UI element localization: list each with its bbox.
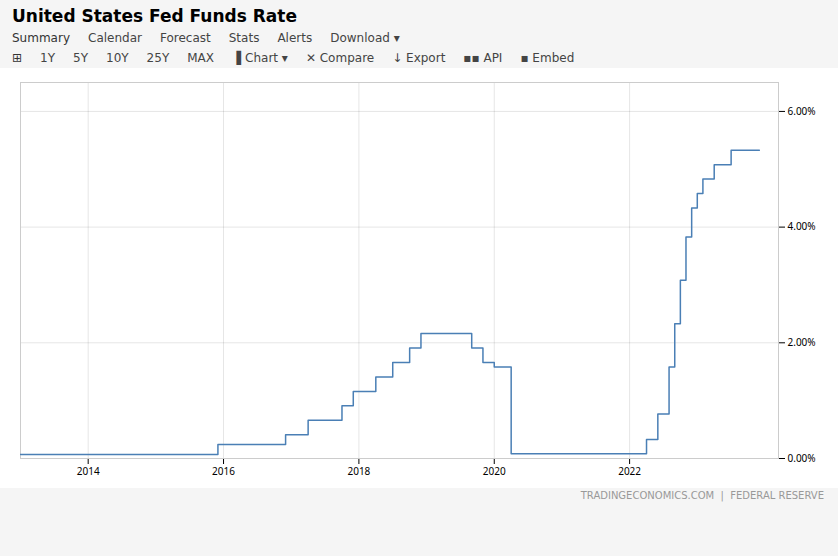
html-text:MAX: MAX (187, 51, 214, 65)
html-text:▪ Embed: ▪ Embed (520, 51, 575, 65)
html-text:Download ▾: Download ▾ (330, 31, 400, 45)
html-text:✕ Compare: ✕ Compare (305, 51, 375, 65)
svg-text:6.00%: 6.00% (788, 104, 816, 118)
svg-text:2014: 2014 (77, 464, 100, 478)
html-text:1Y: 1Y (40, 51, 55, 65)
svg-text:2020: 2020 (483, 464, 506, 478)
svg-text:2018: 2018 (347, 464, 370, 478)
html-text:25Y: 25Y (146, 51, 170, 65)
html-text:10Y: 10Y (106, 51, 129, 65)
html-text:▐ Chart ▾: ▐ Chart ▾ (232, 51, 288, 65)
html-text:Summary: Summary (12, 31, 70, 45)
html-text:Forecast: Forecast (160, 31, 211, 45)
html-text:United States Fed Funds Rate: United States Fed Funds Rate (12, 6, 297, 26)
svg-text:4.00%: 4.00% (788, 219, 816, 233)
html-text:↓ Export: ↓ Export (392, 51, 446, 65)
svg-text:2.00%: 2.00% (788, 335, 816, 349)
html-text:Alerts: Alerts (277, 31, 313, 45)
svg-text:2016: 2016 (212, 464, 235, 478)
html-text:Calendar: Calendar (88, 31, 142, 45)
svg-text:0.00%: 0.00% (788, 451, 816, 465)
html-text:TRADINGECONOMICS.COM | FEDERAL: TRADINGECONOMICS.COM | FEDERAL RESERVE (580, 490, 824, 501)
html-text:5Y: 5Y (73, 51, 88, 65)
svg-text:2022: 2022 (618, 464, 641, 478)
html-text:▪▪ API: ▪▪ API (463, 51, 503, 65)
html-text:Stats: Stats (228, 31, 260, 45)
